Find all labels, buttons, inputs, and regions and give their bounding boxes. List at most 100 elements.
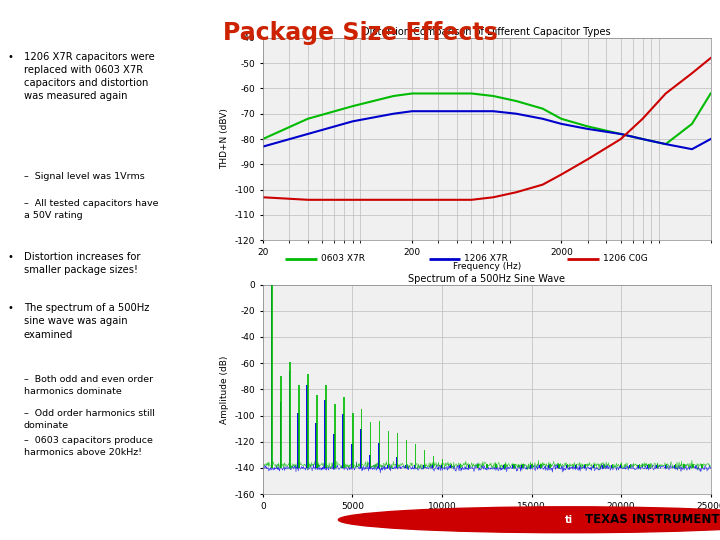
Bar (485, 465, 487, 468)
Text: –  Signal level was 1Vrms: – Signal level was 1Vrms (24, 172, 145, 181)
Bar (334, 404, 336, 468)
Bar (396, 457, 397, 468)
Bar (603, 464, 604, 468)
Bar (459, 465, 460, 468)
Text: 1206 X7R: 1206 X7R (464, 254, 508, 263)
Bar (665, 465, 666, 468)
Bar (388, 431, 390, 468)
Bar (325, 386, 327, 468)
Bar (298, 386, 300, 468)
Bar (315, 423, 317, 468)
Text: ti: ti (564, 515, 573, 525)
Bar (379, 421, 380, 468)
Bar (522, 464, 523, 468)
Bar (683, 464, 685, 468)
Bar (558, 464, 559, 468)
Bar (656, 465, 657, 468)
Bar (477, 464, 479, 468)
Bar (370, 422, 372, 468)
Bar (271, 285, 273, 468)
X-axis label: Frequency (Hz): Frequency (Hz) (453, 516, 521, 525)
Text: Package Size Effects: Package Size Effects (222, 21, 498, 44)
Bar (567, 464, 569, 468)
Bar (648, 464, 649, 468)
Bar (620, 465, 621, 468)
Text: •: • (7, 52, 13, 62)
Title: Distortion Comparison of Different Capacitor Types: Distortion Comparison of Different Capac… (362, 27, 611, 37)
Bar (611, 465, 613, 468)
Bar (665, 464, 667, 468)
Bar (352, 413, 354, 468)
Bar (441, 459, 443, 468)
Bar (423, 465, 424, 468)
Bar (630, 464, 631, 468)
Bar (593, 465, 595, 468)
Text: –  Both odd and even order
harmonics dominate: – Both odd and even order harmonics domi… (24, 375, 153, 396)
Bar (307, 386, 308, 468)
Bar (477, 465, 478, 468)
Bar (701, 464, 703, 468)
Text: –  Odd order harmonics still
dominate: – Odd order harmonics still dominate (24, 409, 155, 430)
Bar (548, 465, 549, 468)
Bar (621, 464, 622, 468)
Bar (351, 444, 353, 468)
Bar (504, 464, 505, 468)
Title: Spectrum of a 500Hz Sine Wave: Spectrum of a 500Hz Sine Wave (408, 274, 565, 284)
Bar (539, 465, 541, 468)
Bar (271, 285, 272, 468)
Bar (405, 465, 406, 468)
Bar (468, 465, 469, 468)
Bar (540, 464, 541, 468)
Bar (397, 433, 398, 468)
Bar (638, 465, 639, 468)
Bar (521, 465, 523, 468)
Bar (387, 465, 389, 468)
Bar (414, 465, 415, 468)
Bar (289, 371, 290, 468)
Bar (585, 464, 586, 468)
Text: –  All tested capacitors have
a 50V rating: – All tested capacitors have a 50V ratin… (24, 199, 158, 220)
Bar (594, 464, 595, 468)
Bar (432, 465, 433, 468)
Bar (451, 464, 452, 468)
Circle shape (338, 507, 720, 532)
Bar (657, 464, 658, 468)
Text: 0603 X7R: 0603 X7R (321, 254, 365, 263)
Bar (343, 397, 345, 468)
Bar (513, 464, 515, 468)
Bar (279, 402, 281, 468)
Bar (584, 465, 585, 468)
Bar (433, 456, 434, 468)
Bar (602, 465, 603, 468)
Bar (576, 464, 577, 468)
Bar (289, 362, 291, 468)
Bar (639, 464, 640, 468)
Bar (342, 414, 343, 468)
Bar (692, 465, 693, 468)
Bar (361, 409, 362, 468)
Bar (324, 400, 325, 468)
Text: Distortion increases for
smaller package sizes!: Distortion increases for smaller package… (24, 252, 140, 275)
Text: The spectrum of a 500Hz
sine wave was again
examined: The spectrum of a 500Hz sine wave was ag… (24, 303, 149, 340)
Bar (566, 465, 567, 468)
Bar (415, 444, 416, 468)
Bar (629, 465, 630, 468)
Bar (701, 465, 702, 468)
Bar (378, 443, 379, 468)
Bar (450, 465, 451, 468)
Bar (612, 464, 613, 468)
Bar (693, 464, 694, 468)
Bar (647, 465, 648, 468)
Bar (424, 450, 426, 468)
Text: T: T (587, 512, 595, 525)
Bar (674, 465, 675, 468)
Text: 1206 X7R capacitors were
replaced with 0603 X7R
capacitors and distortion
was me: 1206 X7R capacitors were replaced with 0… (24, 52, 155, 102)
Bar (280, 376, 282, 468)
Bar (531, 465, 532, 468)
Text: –  0603 capacitors produce
harmonics above 20kHz!: – 0603 capacitors produce harmonics abov… (24, 436, 153, 457)
Text: TEXAS INSTRUMENTS: TEXAS INSTRUMENTS (585, 513, 720, 526)
Bar (503, 465, 505, 468)
Bar (360, 429, 361, 468)
Bar (495, 465, 496, 468)
Bar (307, 374, 309, 468)
